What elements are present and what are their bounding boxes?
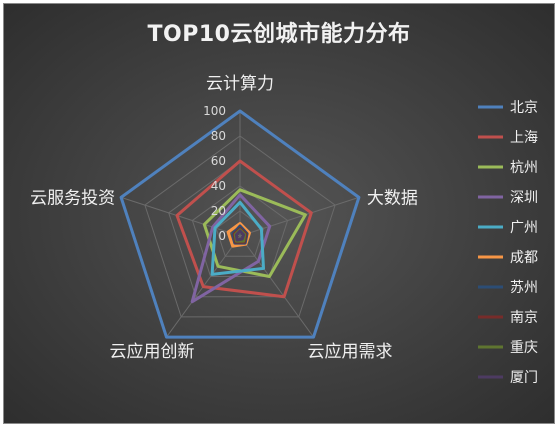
legend-label-4: 广州 xyxy=(510,220,538,236)
legend-label-5: 成都 xyxy=(510,250,538,266)
chart-area xyxy=(3,3,555,424)
tick-label-40: 40 xyxy=(211,179,226,193)
grid-ring-80 xyxy=(144,135,336,318)
series-line-3 xyxy=(190,193,272,304)
legend-label-8: 重庆 xyxy=(510,340,538,356)
legend-label-7: 南京 xyxy=(510,310,538,326)
chart-title: TOP10云创城市能力分布 xyxy=(147,22,411,47)
axis-spoke-2 xyxy=(239,235,314,338)
axis-label-0: 云计算力 xyxy=(206,74,274,94)
axis-label-2: 云应用需求 xyxy=(308,342,393,362)
grid-ring-40 xyxy=(191,185,289,277)
legend-label-2: 杭州 xyxy=(510,160,538,176)
tick-label-100: 100 xyxy=(203,104,226,118)
series-line-0 xyxy=(119,109,361,339)
tick-label-0: 0 xyxy=(218,229,226,243)
axis-spoke-4 xyxy=(120,196,241,237)
legend-label-1: 上海 xyxy=(510,130,538,146)
series-line-9 xyxy=(234,229,246,242)
legend-label-6: 苏州 xyxy=(510,280,538,296)
legend-label-3: 深圳 xyxy=(510,190,538,206)
tick-label-80: 80 xyxy=(211,129,226,143)
tick-label-20: 20 xyxy=(211,204,226,218)
series-line-5 xyxy=(226,222,251,248)
legend-label-0: 北京 xyxy=(510,100,538,116)
axis-label-1: 大数据 xyxy=(367,188,418,208)
legend-label-9: 厦门 xyxy=(510,370,538,386)
series-line-4 xyxy=(210,200,265,276)
axis-spoke-1 xyxy=(239,196,360,237)
axis-label-4: 云服务投资 xyxy=(30,188,115,208)
tick-label-60: 60 xyxy=(211,154,226,168)
series-line-1 xyxy=(175,159,313,299)
axis-label-3: 云应用创新 xyxy=(110,342,195,362)
